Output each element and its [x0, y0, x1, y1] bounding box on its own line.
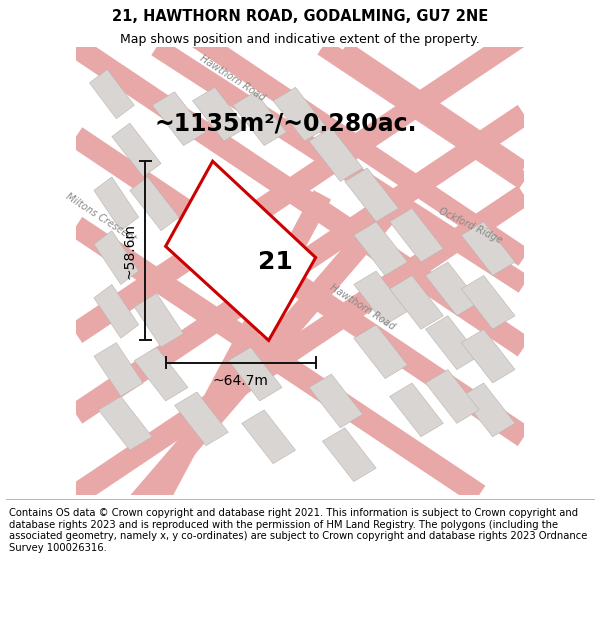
Polygon shape	[166, 161, 316, 341]
Polygon shape	[389, 383, 443, 437]
Polygon shape	[71, 0, 529, 266]
Text: 21: 21	[258, 250, 293, 274]
Polygon shape	[273, 88, 327, 141]
Polygon shape	[354, 325, 407, 379]
Polygon shape	[317, 39, 529, 189]
Polygon shape	[70, 127, 530, 446]
Polygon shape	[70, 186, 530, 504]
Text: 21, HAWTHORN ROAD, GODALMING, GU7 2NE: 21, HAWTHORN ROAD, GODALMING, GU7 2NE	[112, 9, 488, 24]
Polygon shape	[345, 168, 398, 222]
Polygon shape	[309, 374, 363, 428]
Polygon shape	[389, 208, 443, 262]
Polygon shape	[354, 222, 407, 276]
Polygon shape	[341, 41, 528, 174]
Polygon shape	[94, 177, 139, 231]
Polygon shape	[242, 410, 296, 464]
Text: Ockford Ridge: Ockford Ridge	[437, 206, 503, 246]
Polygon shape	[98, 396, 152, 450]
Polygon shape	[425, 316, 479, 369]
Polygon shape	[461, 222, 515, 276]
Polygon shape	[389, 276, 443, 329]
Polygon shape	[193, 88, 246, 141]
Polygon shape	[68, 188, 412, 583]
Polygon shape	[94, 342, 143, 396]
Polygon shape	[89, 69, 134, 119]
Text: ~64.7m: ~64.7m	[213, 374, 269, 388]
Polygon shape	[94, 231, 139, 284]
Polygon shape	[309, 127, 363, 181]
Text: Hawthorn Road: Hawthorn Road	[199, 54, 267, 103]
Polygon shape	[70, 24, 530, 343]
Polygon shape	[233, 92, 287, 146]
Polygon shape	[70, 38, 530, 356]
Polygon shape	[130, 177, 179, 231]
Text: Contains OS data © Crown copyright and database right 2021. This information is : Contains OS data © Crown copyright and d…	[9, 508, 587, 552]
Polygon shape	[461, 329, 515, 383]
Polygon shape	[322, 428, 376, 481]
Text: Miltons Crescent: Miltons Crescent	[64, 191, 137, 244]
Polygon shape	[425, 369, 479, 423]
Polygon shape	[425, 262, 479, 316]
Polygon shape	[94, 284, 139, 338]
Polygon shape	[112, 123, 161, 177]
Polygon shape	[175, 392, 229, 446]
Polygon shape	[134, 347, 188, 401]
Polygon shape	[461, 276, 515, 329]
Polygon shape	[134, 293, 184, 347]
Text: Map shows position and indicative extent of the property.: Map shows position and indicative extent…	[120, 33, 480, 46]
Polygon shape	[461, 383, 515, 437]
Text: ~1135m²/~0.280ac.: ~1135m²/~0.280ac.	[154, 111, 417, 135]
Polygon shape	[229, 347, 282, 401]
Polygon shape	[151, 39, 529, 292]
Polygon shape	[67, 190, 331, 625]
Polygon shape	[70, 217, 485, 504]
Text: Hawthorn Road: Hawthorn Road	[328, 282, 397, 332]
Polygon shape	[354, 271, 407, 325]
Text: ~58.6m: ~58.6m	[122, 223, 136, 279]
Polygon shape	[152, 92, 206, 146]
Polygon shape	[70, 105, 530, 424]
